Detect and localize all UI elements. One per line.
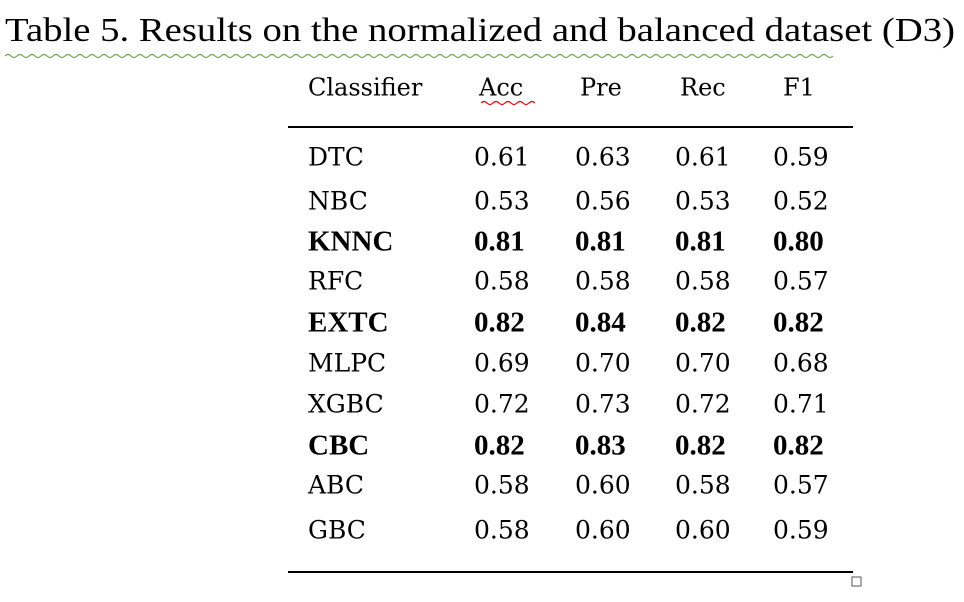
- value-cell: 0.82: [675, 430, 726, 462]
- value-cell: 0.52: [773, 187, 829, 216]
- row-label: NBC: [308, 187, 368, 216]
- row-label: DTC: [308, 143, 364, 172]
- table-handle: [851, 576, 862, 587]
- value-cell: 0.60: [575, 516, 631, 545]
- value-cell: 0.73: [575, 390, 631, 419]
- row-label: KNNC: [308, 226, 393, 258]
- header-cell: Pre: [580, 74, 622, 102]
- value-cell: 0.58: [474, 267, 530, 296]
- value-cell: 0.72: [675, 390, 731, 419]
- value-cell: 0.80: [773, 226, 824, 258]
- value-cell: 0.70: [675, 349, 731, 378]
- table: Classifier Acc Pre Rec F1 DTC 0.61 0.63 0.61 0.59…: [307, 74, 829, 545]
- row-label: XGBC: [308, 390, 384, 419]
- value-cell: 0.70: [575, 349, 631, 378]
- value-cell: 0.81: [575, 226, 626, 258]
- value-cell: 0.84: [575, 307, 626, 339]
- value-cell: 0.82: [474, 430, 525, 462]
- value-cell: 0.59: [773, 516, 829, 545]
- spell-underline: [480, 100, 536, 106]
- table-title: Table 5. Results on the normalized and b…: [5, 12, 955, 49]
- value-cell: 0.81: [675, 226, 726, 258]
- value-cell: 0.58: [474, 471, 530, 500]
- row-label: MLPC: [308, 349, 386, 378]
- header-cell: Acc: [478, 74, 523, 102]
- row-label: CBC: [308, 430, 369, 462]
- value-cell: 0.81: [474, 226, 525, 258]
- value-cell: 0.60: [675, 516, 731, 545]
- row-label: RFC: [308, 267, 363, 296]
- row-label: GBC: [308, 516, 366, 545]
- value-cell: 0.53: [675, 187, 731, 216]
- row-label: EXTC: [308, 307, 389, 339]
- value-cell: 0.61: [675, 143, 731, 172]
- value-cell: 0.72: [474, 390, 530, 419]
- value-cell: 0.82: [773, 307, 824, 339]
- value-cell: 0.53: [474, 187, 530, 216]
- header-cell: Rec: [680, 74, 726, 102]
- value-cell: 0.82: [773, 430, 824, 462]
- value-cell: 0.57: [773, 471, 829, 500]
- value-cell: 0.58: [575, 267, 631, 296]
- value-cell: 0.58: [675, 267, 731, 296]
- value-cell: 0.82: [474, 307, 525, 339]
- value-cell: 0.71: [773, 390, 829, 419]
- spell-underline: [4, 53, 834, 59]
- value-cell: 0.57: [773, 267, 829, 296]
- row-label: ABC: [307, 471, 364, 500]
- value-cell: 0.58: [474, 516, 530, 545]
- value-cell: 0.56: [575, 187, 631, 216]
- value-cell: 0.60: [575, 471, 631, 500]
- header-cell: Classifier: [308, 74, 423, 102]
- value-cell: 0.82: [675, 307, 726, 339]
- header-cell: F1: [783, 74, 815, 102]
- value-cell: 0.61: [474, 143, 530, 172]
- value-cell: 0.58: [675, 471, 731, 500]
- value-cell: 0.83: [575, 430, 626, 462]
- value-cell: 0.68: [773, 349, 829, 378]
- value-cell: 0.63: [575, 143, 631, 172]
- value-cell: 0.59: [773, 143, 829, 172]
- value-cell: 0.69: [474, 349, 530, 378]
